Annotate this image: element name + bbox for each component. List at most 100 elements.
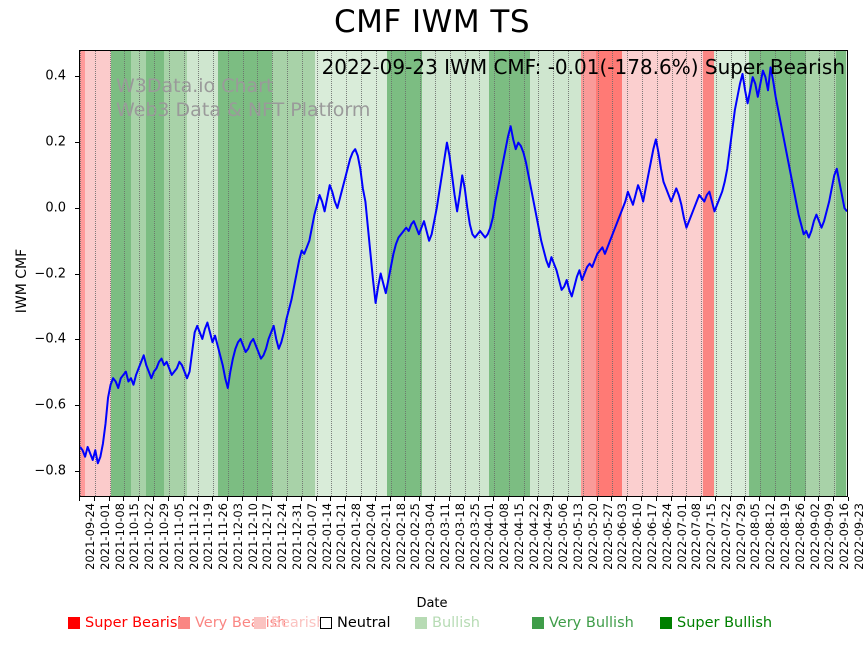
x-tick-label: 2022-04-15 [511,503,526,570]
x-tick-label: 2022-08-12 [763,503,778,570]
x-tick-mark [404,497,406,501]
gridline [464,51,466,496]
gridline [198,51,200,496]
x-tick-label: 2022-09-23 [852,503,864,570]
plot-area: W3Data.io Chart Web3 Data & NFT Platform… [79,50,848,497]
legend-item[interactable]: Super Bullish [660,615,772,631]
gridline [641,51,643,496]
x-tick-label: 2022-04-29 [541,503,556,570]
regime-band [315,51,387,496]
legend-swatch-icon [68,617,80,629]
x-tick-label: 2021-12-10 [245,503,260,570]
legend-item[interactable]: Neutral [320,615,391,631]
x-tick-mark [226,497,228,501]
gridline [316,51,318,496]
gridline [834,51,836,496]
gridline [627,51,629,496]
x-tick-label: 2022-05-13 [571,503,586,570]
regime-band [164,51,188,496]
x-tick-mark [315,497,317,501]
x-tick-mark [581,497,583,501]
regime-band [271,51,316,496]
gridline [508,51,510,496]
gridline [656,51,658,496]
x-tick-mark [108,497,110,501]
x-tick-label: 2022-05-27 [600,503,615,570]
legend-swatch-icon [178,617,190,629]
regime-band [529,51,581,496]
x-tick-mark [463,497,465,501]
y-tick-mark [75,207,79,209]
x-tick-mark [611,497,613,501]
x-tick-label: 2021-11-19 [201,503,216,570]
gridline [479,51,481,496]
x-tick-mark [729,497,731,501]
x-tick-label: 2021-10-15 [127,503,142,570]
regime-band [146,51,165,496]
legend-item[interactable]: Super Bearish [68,615,187,631]
y-tick-label: −0.2 [34,266,66,281]
regime-bands [80,51,847,496]
regime-band [187,51,218,496]
legend-label: Very Bullish [549,615,634,631]
gridline [775,51,777,496]
regime-band [110,51,132,496]
y-tick-label: 0.2 [45,134,66,150]
legend: Super Bearish Very Bearish Bearish Neutral B… [0,615,864,641]
regime-band [596,51,622,496]
legend-item[interactable]: Bullish [415,615,480,631]
x-tick-label: 2022-09-09 [822,503,837,570]
x-tick-mark [685,497,687,501]
x-tick-label: 2021-10-08 [112,503,127,570]
gridline [346,51,348,496]
legend-swatch-icon [660,617,672,629]
x-tick-mark [419,497,421,501]
gridline [109,51,111,496]
x-tick-mark [197,497,199,501]
x-tick-mark [626,497,628,501]
x-tick-label: 2022-01-28 [349,503,364,570]
x-tick-label: 2022-09-16 [837,503,852,570]
gridline [183,51,185,496]
legend-swatch-icon [532,617,544,629]
gridline [390,51,392,496]
regime-band [836,51,847,496]
regime-band [703,51,714,496]
gridline [449,51,451,496]
x-tick-mark [744,497,746,501]
legend-swatch-icon [320,617,332,629]
gridline [523,51,525,496]
x-tick-label: 2021-09-24 [83,503,97,570]
gridline [272,51,274,496]
regime-band [580,51,597,496]
latest-value-annotation: 2022-09-23 IWM CMF: -0.01(-178.6%) Super… [321,55,845,79]
legend-item[interactable]: Bearish [254,615,326,631]
legend-label: Bullish [432,615,480,631]
legend-swatch-icon [415,617,427,629]
x-tick-label: 2022-02-18 [393,503,408,570]
x-tick-label: 2021-12-24 [275,503,290,570]
gridline [331,51,333,496]
x-tick-label: 2022-01-14 [319,503,334,570]
x-tick-mark [345,497,347,501]
x-tick-mark [833,497,835,501]
x-tick-mark [640,497,642,501]
x-tick-label: 2021-11-05 [171,503,186,570]
x-tick-label: 2022-02-25 [408,503,423,570]
x-tick-label: 2022-06-17 [644,503,659,570]
gridline [701,51,703,496]
x-tick-label: 2022-09-02 [807,503,822,570]
gridline [568,51,570,496]
x-tick-label: 2022-08-19 [778,503,793,570]
x-tick-mark [522,497,524,501]
x-tick-mark [152,497,154,501]
x-tick-label: 2022-07-15 [704,503,719,570]
x-tick-mark [803,497,805,501]
legend-item[interactable]: Very Bullish [532,615,634,631]
gridline [612,51,614,496]
y-tick-mark [75,470,79,472]
x-tick-mark [567,497,569,501]
x-axis-label: Date [416,596,448,611]
x-tick-label: 2022-07-22 [718,503,733,570]
